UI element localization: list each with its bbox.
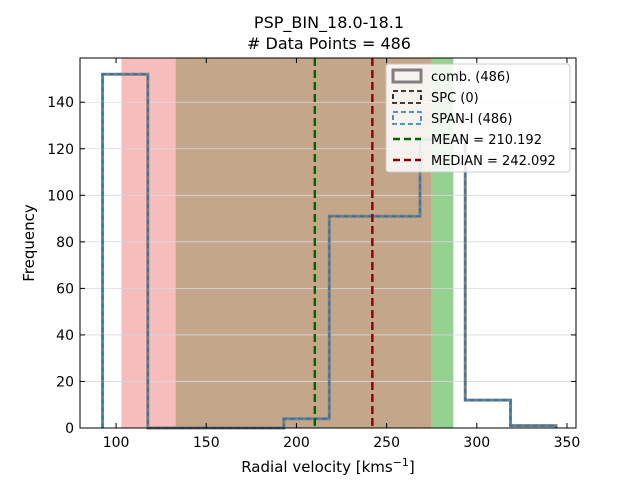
histogram-bar	[465, 400, 510, 428]
legend-label: SPC (0)	[431, 91, 479, 106]
y-tick-label: 60	[56, 281, 74, 297]
legend-label: comb. (486)	[431, 70, 510, 85]
histogram-bar	[375, 216, 420, 428]
legend: comb. (486) SPC (0) SPAN-I (486) MEAN = 210…	[385, 63, 571, 173]
reference-lines	[313, 58, 374, 428]
x-tick-label: 100	[103, 435, 130, 451]
chart-subtitle: # Data Points = 486	[247, 34, 411, 53]
y-tick-label: 120	[47, 142, 74, 158]
y-tick-label: 140	[47, 95, 74, 111]
y-tick-label: 100	[47, 188, 74, 204]
legend-swatch	[391, 68, 423, 84]
x-axis-label: Radial velocity [kms−1]	[241, 456, 415, 476]
x-axis-ticks: 100 150 200 250 300 350	[103, 58, 581, 451]
legend-label: MEDIAN = 242.092	[431, 154, 556, 169]
x-tick-label: 250	[373, 435, 400, 451]
y-tick-label: 40	[56, 328, 74, 344]
histogram-bar	[329, 216, 374, 428]
y-axis-ticks: 0 20 40 60 80 100 120 140	[47, 95, 576, 437]
chart-title: PSP_BIN_18.0-18.1	[254, 13, 404, 33]
legend-box	[385, 63, 571, 173]
x-tick-label: 350	[554, 435, 581, 451]
y-axis-label: Frequency	[20, 204, 38, 282]
y-tick-label: 20	[56, 374, 74, 390]
x-tick-label: 150	[193, 435, 220, 451]
histogram-bar	[420, 139, 465, 428]
legend-label: MEAN = 210.192	[431, 133, 542, 148]
legend-label: SPAN-I (486)	[431, 112, 513, 127]
y-tick-label: 0	[65, 421, 74, 437]
x-tick-label: 200	[283, 435, 310, 451]
legend-swatch	[392, 111, 422, 125]
plot-frame	[79, 57, 577, 429]
x-tick-label: 300	[463, 435, 490, 451]
histogram-bar	[103, 74, 148, 428]
y-tick-label: 80	[56, 235, 74, 251]
legend-swatch	[392, 90, 422, 104]
